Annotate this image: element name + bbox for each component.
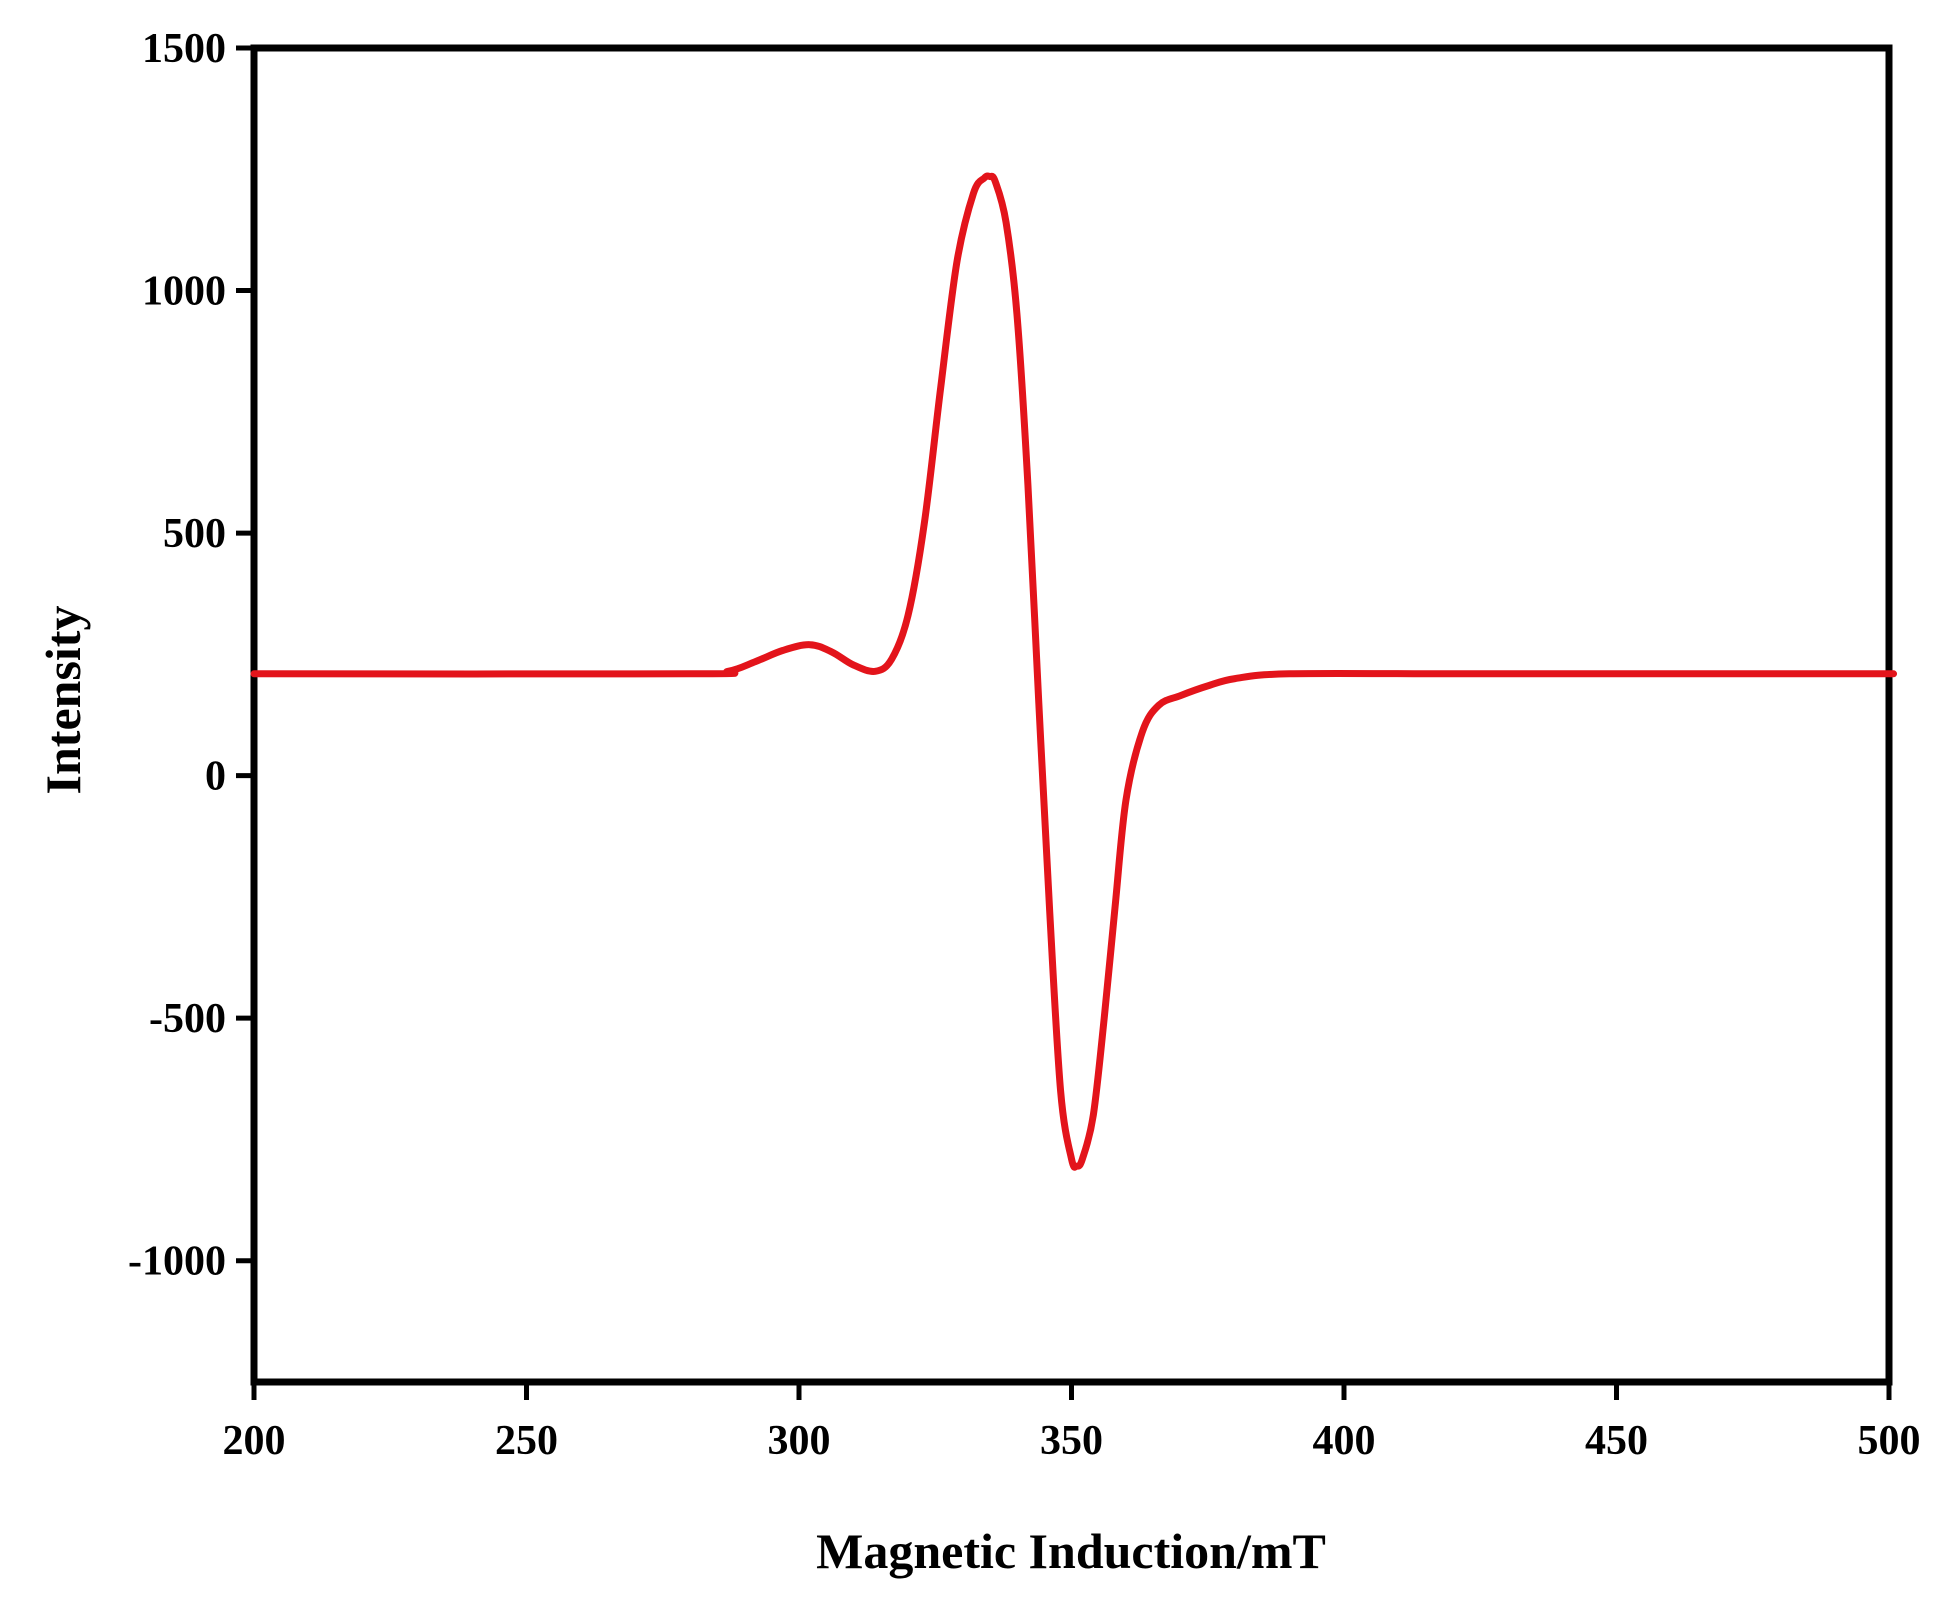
y-tick-label: 1000 [142,269,226,315]
x-axis-title: Magnetic Induction/mT [816,1523,1326,1579]
plot-frame [250,44,1893,1386]
x-tick-label: 250 [495,1418,558,1464]
series-line [250,172,1897,1171]
y-tick-label: 1500 [142,26,226,72]
y-axis-title: Intensity [35,606,91,795]
x-axis-ticks: 200 250 300 350 400 450 500 [223,1382,1921,1464]
x-tick-label: 450 [1585,1418,1648,1464]
y-tick-label: -500 [149,996,226,1042]
x-tick-label: 350 [1040,1418,1103,1464]
y-tick-label: -1000 [128,1239,226,1285]
y-tick-label: 0 [205,754,226,800]
y-axis-ticks: -1000 -500 0 500 1000 1500 [128,26,254,1285]
x-tick-label: 200 [223,1418,286,1464]
plot-border [250,44,1893,1386]
y-tick-label: 500 [163,511,226,557]
x-tick-label: 500 [1858,1418,1921,1464]
x-tick-label: 300 [768,1418,831,1464]
series-layer [250,172,1897,1171]
x-tick-label: 400 [1313,1418,1376,1464]
